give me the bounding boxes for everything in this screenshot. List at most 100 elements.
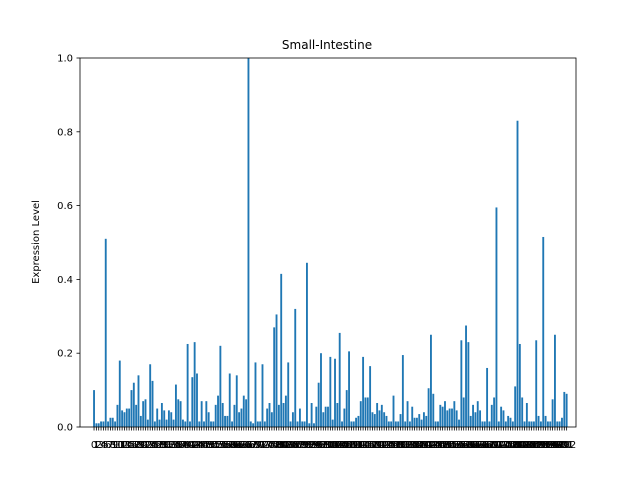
bar — [153, 421, 156, 427]
x-tick-label: 26 — [149, 440, 162, 451]
bar — [516, 120, 519, 427]
x-tick-label: 40 — [181, 440, 194, 451]
bar — [507, 415, 510, 427]
x-tick-label: 29 — [156, 440, 169, 451]
x-tick-label: 182 — [510, 440, 529, 451]
bar — [500, 406, 503, 427]
x-tick-label: 54 — [214, 440, 227, 451]
bar — [551, 399, 554, 427]
x-tick-label: 189 — [527, 440, 546, 451]
x-tick-label: 99 — [319, 440, 332, 451]
bar — [437, 421, 439, 427]
x-tick-label: 147 — [428, 440, 447, 451]
bar — [128, 408, 131, 427]
x-tick-label: 0 — [91, 440, 97, 451]
bar — [203, 421, 205, 427]
bar — [565, 393, 568, 427]
x-tick-label: 163 — [466, 440, 485, 451]
x-tick-label: 202 — [557, 440, 576, 451]
x-tick-label: 88 — [294, 440, 307, 451]
x-tick-label: 157 — [452, 440, 471, 451]
x-tick-label: 43 — [188, 440, 201, 451]
x-tick-label: 53 — [212, 440, 225, 451]
x-tick-label: 118 — [361, 440, 380, 451]
bar — [357, 415, 360, 427]
bar — [303, 421, 306, 427]
y-tick-label: 0.4 — [57, 275, 73, 286]
bar — [336, 403, 339, 427]
x-tick-label: 13 — [118, 440, 131, 451]
bar — [528, 421, 531, 427]
bar — [111, 417, 114, 427]
x-tick-label: 108 — [337, 440, 356, 451]
bar — [364, 397, 367, 427]
bar — [350, 421, 353, 427]
x-tick-label: 132 — [393, 440, 412, 451]
x-tick-label: 3 — [98, 440, 104, 451]
x-tick-label: 24 — [144, 440, 157, 451]
x-tick-label: 165 — [471, 440, 490, 451]
bar — [231, 421, 234, 427]
bar — [427, 388, 430, 427]
bar — [530, 421, 533, 427]
x-tick-label: 170 — [482, 440, 501, 451]
x-tick-label: 30 — [158, 440, 171, 451]
bar — [116, 404, 119, 427]
x-tick-label: 114 — [351, 440, 370, 451]
bar — [189, 421, 191, 427]
x-tick-label: 68 — [247, 440, 260, 451]
bar — [139, 415, 142, 427]
x-tick-label: 84 — [284, 440, 297, 451]
bar — [174, 384, 177, 427]
bar — [118, 360, 121, 427]
x-tick-label: 151 — [438, 440, 457, 451]
bar — [125, 408, 128, 427]
bar — [200, 401, 203, 427]
x-tick-label: 73 — [258, 440, 271, 451]
bar — [273, 327, 276, 427]
bar — [413, 417, 416, 427]
bar — [270, 412, 273, 427]
x-tick-label: 143 — [419, 440, 438, 451]
x-tick-label: 75 — [263, 440, 276, 451]
bar — [104, 238, 107, 427]
x-tick-label: 7 — [107, 440, 113, 451]
x-tick-label: 181 — [508, 440, 527, 451]
x-tick-label: 159 — [456, 440, 475, 451]
bar — [217, 395, 219, 427]
x-tick-label: 97 — [315, 440, 328, 451]
x-tick-label: 192 — [534, 440, 553, 451]
x-tick-label: 64 — [237, 440, 250, 451]
x-tick-label: 44 — [191, 440, 204, 451]
x-tick-label: 74 — [261, 440, 274, 451]
x-tick-label: 19 — [132, 440, 145, 451]
bar — [172, 419, 175, 427]
bar — [177, 399, 180, 427]
x-tick-label: 195 — [541, 440, 560, 451]
y-axis: 0.0 0.2 0.4 0.6 0.8 1.0 — [57, 54, 80, 434]
x-tick-label: 79 — [273, 440, 286, 451]
bar — [151, 380, 154, 428]
bar — [537, 415, 540, 427]
x-tick-label: 171 — [485, 440, 504, 451]
x-tick-label: 45 — [193, 440, 206, 451]
x-tick-label: 106 — [332, 440, 351, 451]
bar — [191, 377, 194, 427]
x-tick-label: 91 — [301, 440, 314, 451]
x-tick-label: 110 — [342, 440, 361, 451]
x-tick-label: 167 — [475, 440, 494, 451]
bar — [170, 412, 173, 427]
x-tick-label: 49 — [202, 440, 215, 451]
x-tick-label: 193 — [536, 440, 555, 451]
x-tick-label: 61 — [230, 440, 243, 451]
y-tick-label: 1.0 — [57, 54, 73, 65]
bar — [289, 421, 292, 427]
bar — [198, 421, 201, 427]
x-tick-label: 4 — [100, 440, 106, 451]
x-tick-label: 194 — [538, 440, 557, 451]
x-tick-label: 201 — [555, 440, 574, 451]
x-tick-label: 93 — [305, 440, 318, 451]
x-tick-label: 176 — [496, 440, 515, 451]
x-tick-label: 2 — [96, 440, 102, 451]
x-tick-label: 81 — [277, 440, 290, 451]
